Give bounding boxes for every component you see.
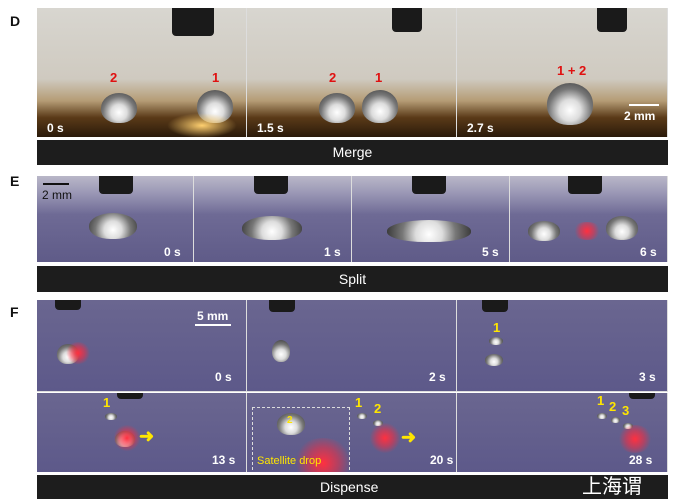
drop-label: 1 (355, 395, 363, 410)
droplet (489, 337, 503, 345)
caption-split: Split (37, 266, 668, 292)
nozzle (412, 176, 446, 194)
time-label: 3 s (639, 370, 656, 384)
time-label: 0 s (164, 245, 181, 259)
time-label: 13 s (212, 453, 236, 467)
nozzle (99, 176, 133, 194)
droplet (89, 213, 137, 239)
nozzle (55, 300, 81, 310)
droplet (485, 354, 503, 366)
droplet (319, 93, 355, 123)
droplet (242, 216, 302, 240)
laser-spot (65, 342, 91, 364)
laser-spot (293, 438, 353, 472)
scale-bar (629, 104, 659, 106)
nozzle (568, 176, 602, 194)
time-label: 2 s (429, 370, 446, 384)
nozzle (597, 8, 627, 32)
nozzle (172, 8, 214, 36)
arrow-right-icon: ➜ (401, 427, 417, 447)
drop-label: 3 (622, 403, 630, 418)
light-spot (167, 113, 237, 137)
droplet (362, 90, 398, 123)
droplet (373, 420, 383, 426)
drop-label: 1 (493, 320, 501, 335)
split-frame-4: 6 s (510, 176, 668, 262)
droplet (387, 220, 471, 242)
arrow-right-icon: ➜ (139, 426, 155, 446)
time-label: 20 s (430, 453, 454, 467)
droplet (101, 93, 137, 123)
droplet (528, 221, 560, 241)
drop-label: 2 (374, 401, 382, 416)
droplet (277, 413, 305, 435)
scale-bar (195, 324, 231, 326)
time-label: 0 s (215, 370, 232, 384)
panel-label-d: D (10, 13, 21, 29)
droplet (105, 413, 117, 420)
nozzle (629, 393, 655, 399)
merge-frame-2: 2 1 1.5 s (247, 8, 457, 137)
caption-dispense-text: Dispense (320, 479, 379, 495)
time-label: 28 s (629, 453, 653, 467)
merge-frame-3: 1 + 2 2 mm 2.7 s (457, 8, 668, 137)
drop-label: 2 (287, 415, 293, 426)
droplet (606, 216, 638, 240)
time-label: 1 s (324, 245, 341, 259)
droplet (357, 413, 367, 419)
drop-label: 1 (375, 70, 383, 85)
dispense-frame-2: 2 s (247, 300, 457, 392)
satellite-inset: 2 Satellite drop (252, 407, 353, 472)
laser-spot (369, 423, 401, 453)
merge-frame-1: 2 1 0 s (37, 8, 247, 137)
scale-label: 5 mm (197, 309, 229, 323)
panel-label-f: F (10, 304, 19, 320)
drop-label: 2 (110, 70, 118, 85)
time-label: 0 s (47, 121, 64, 135)
dispense-frame-5: 2 Satellite drop 1 2 ➜ 20 s (247, 393, 457, 472)
caption-merge: Merge (37, 140, 668, 165)
scale-label: 2 mm (624, 109, 656, 123)
caption-dispense: Dispense 上海谓 (37, 475, 668, 499)
drop-label: 1 (597, 393, 605, 408)
split-frame-1: 2 mm 0 s (37, 176, 194, 262)
drop-label: 1 (103, 395, 111, 410)
laser-spot (572, 222, 602, 240)
time-label: 5 s (482, 245, 499, 259)
nozzle (269, 300, 295, 312)
laser-spot (617, 425, 653, 453)
dispense-frame-4: 1 ➜ 13 s (37, 393, 247, 472)
time-label: 1.5 s (257, 121, 284, 135)
split-frame-3: 5 s (352, 176, 510, 262)
time-label: 2.7 s (467, 121, 494, 135)
nozzle (254, 176, 288, 194)
split-frame-2: 1 s (194, 176, 352, 262)
dispense-frame-1: 5 mm 0 s (37, 300, 247, 392)
satellite-drop-label: Satellite drop (257, 455, 322, 467)
watermark: 上海谓 (582, 476, 642, 498)
droplet (611, 417, 620, 423)
droplet (272, 340, 290, 362)
scale-label: 2 mm (42, 188, 72, 202)
nozzle (392, 8, 422, 32)
panel-label-e: E (10, 173, 20, 189)
nozzle (482, 300, 508, 312)
dispense-frame-6: 1 2 3 28 s (457, 393, 668, 472)
scale-bar (43, 183, 69, 185)
drop-label: 2 (329, 70, 337, 85)
drop-label: 1 (212, 70, 220, 85)
drop-label: 2 (609, 399, 617, 414)
droplet (547, 83, 593, 125)
time-label: 6 s (640, 245, 657, 259)
dispense-frame-3: 1 3 s (457, 300, 668, 392)
drop-label: 1 + 2 (557, 63, 587, 78)
droplet (597, 413, 607, 419)
nozzle (117, 393, 143, 399)
laser-spot (113, 425, 141, 451)
